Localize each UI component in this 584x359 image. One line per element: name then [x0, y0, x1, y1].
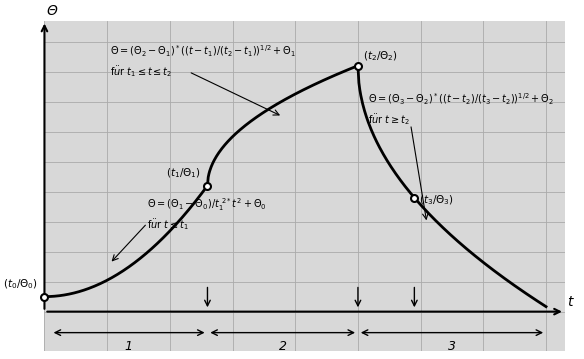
- Text: Θ: Θ: [47, 4, 58, 18]
- Text: $(t_2/\Theta_2)$: $(t_2/\Theta_2)$: [363, 49, 398, 63]
- Text: $(t_0/\Theta_0)$: $(t_0/\Theta_0)$: [4, 277, 38, 291]
- Text: t: t: [567, 295, 573, 309]
- Text: f$\ddot{u}$r $t_1 \leq t \leq t_2$: f$\ddot{u}$r $t_1 \leq t \leq t_2$: [110, 64, 172, 79]
- Text: $\Theta = (\Theta_1 - \Theta_0)/t_1^{\ 2*} t^2 + \Theta_0$: $\Theta = (\Theta_1 - \Theta_0)/t_1^{\ 2…: [147, 196, 267, 213]
- Text: f$\ddot{u}$r $t \leq t_1$: f$\ddot{u}$r $t \leq t_1$: [147, 217, 189, 232]
- Text: $\Theta = (\Theta_3 - \Theta_2)^* ((t - t_2)/(t_3 - t_2))^{1/2} + \Theta_2$: $\Theta = (\Theta_3 - \Theta_2)^* ((t - …: [368, 91, 554, 107]
- Text: $\Theta = (\Theta_2 - \Theta_1)^* ((t - t_1)/(t_2 - t_1))^{1/2} + \Theta_1$: $\Theta = (\Theta_2 - \Theta_1)^* ((t - …: [110, 43, 296, 59]
- Text: 3: 3: [448, 340, 456, 353]
- Text: $(t_1/\Theta_1)$: $(t_1/\Theta_1)$: [166, 166, 201, 180]
- Text: $(t_3/\Theta_3)$: $(t_3/\Theta_3)$: [419, 194, 454, 208]
- Text: 1: 1: [124, 340, 133, 353]
- Text: 2: 2: [279, 340, 287, 353]
- Text: f$\ddot{u}$r $t \geq t_2$: f$\ddot{u}$r $t \geq t_2$: [368, 112, 410, 127]
